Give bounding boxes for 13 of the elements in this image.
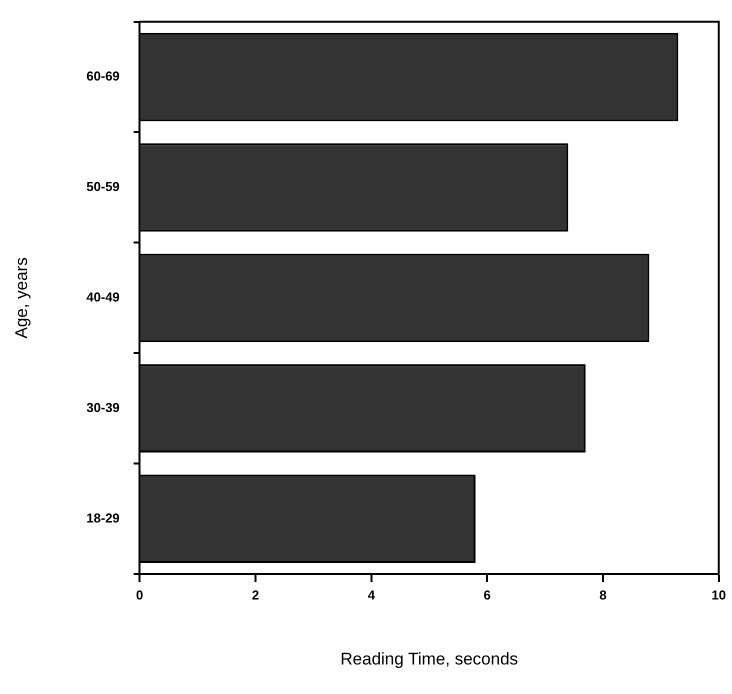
y-tick-label: 40-49	[86, 289, 120, 304]
x-tick-label: 4	[368, 587, 376, 602]
x-tick-label: 6	[484, 587, 491, 602]
x-tick-label: 10	[712, 587, 726, 602]
x-tick-label: 0	[136, 587, 144, 602]
y-axis-title: Age, years	[12, 257, 31, 339]
y-tick-label: 30-39	[86, 400, 120, 415]
y-tick-label: 50-59	[86, 179, 120, 194]
x-tick-label: 2	[252, 587, 260, 602]
x-tick-label: 8	[599, 587, 607, 602]
y-tick-label: 60-69	[86, 68, 120, 84]
y-tick-label: 18-29	[86, 510, 120, 526]
x-axis-title: Reading Time, seconds	[340, 649, 518, 668]
